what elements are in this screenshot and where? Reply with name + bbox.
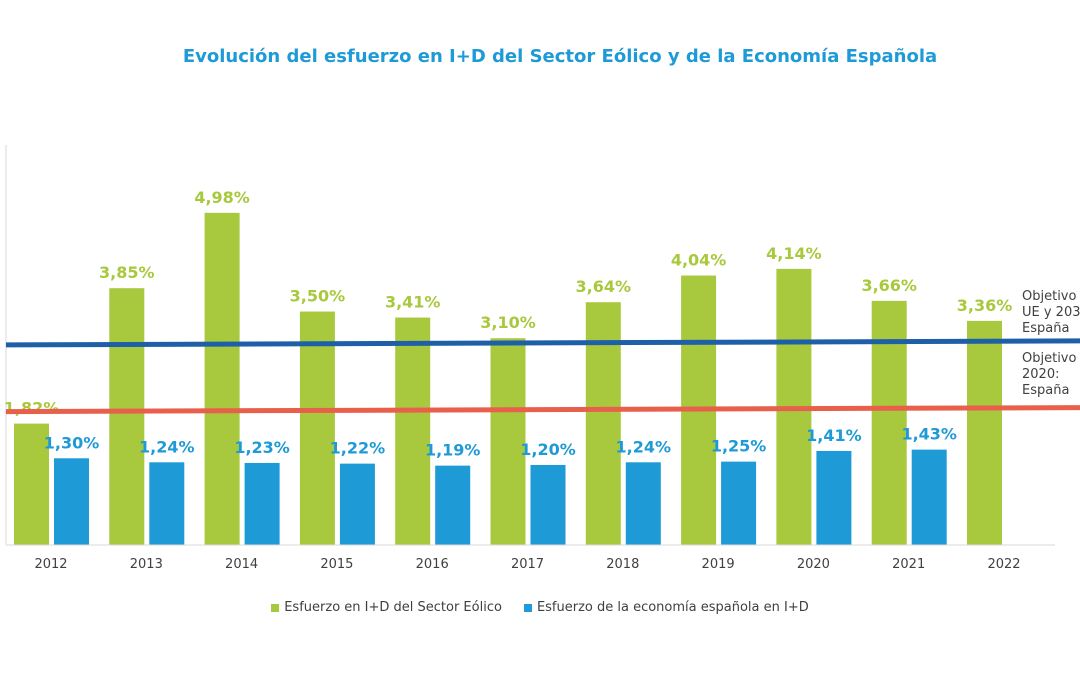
- data-label: 1,30%: [44, 433, 100, 452]
- data-label: 1,19%: [425, 441, 481, 460]
- reference-line-label: España: [1022, 383, 1069, 398]
- data-label: 4,98%: [194, 188, 250, 207]
- legend-label: Esfuerzo en I+D del Sector Eólico: [284, 600, 502, 615]
- bar-economy: [435, 465, 471, 545]
- bar-economy: [816, 450, 852, 545]
- chart-title: Evolución del esfuerzo en I+D del Sector…: [182, 46, 938, 67]
- data-label: 3,41%: [385, 293, 441, 312]
- data-label: 1,25%: [711, 437, 767, 456]
- data-label: 1,43%: [901, 425, 957, 444]
- bar-wind: [204, 212, 240, 546]
- data-label: 3,85%: [99, 263, 155, 282]
- legend: Esfuerzo en I+D del Sector Eólico Esfuer…: [0, 600, 1080, 615]
- bar-economy: [721, 461, 757, 545]
- x-tick-label: 2019: [702, 557, 735, 572]
- reference-line-label: Objetivo: [1022, 351, 1076, 366]
- bar-wind: [395, 317, 431, 545]
- reference-line-label: España: [1022, 321, 1069, 336]
- legend-swatch-green: [271, 603, 280, 612]
- legend-item-economy: Esfuerzo de la economía española en I+D: [523, 600, 809, 615]
- data-label: 3,64%: [576, 277, 632, 296]
- x-tick-label: 2014: [225, 557, 258, 572]
- bar-economy: [54, 458, 89, 545]
- data-label: 1,23%: [234, 438, 290, 457]
- legend-swatch-blue: [523, 603, 532, 612]
- data-label: 1,24%: [616, 437, 672, 456]
- data-label: 3,36%: [957, 296, 1013, 315]
- x-tick-label: 2020: [797, 557, 830, 572]
- data-label: 4,14%: [766, 244, 822, 263]
- bar-wind: [585, 302, 621, 545]
- bar-economy: [149, 462, 185, 545]
- bar-wind: [299, 311, 335, 545]
- x-tick-label: 2015: [320, 557, 353, 572]
- data-label: 3,10%: [480, 313, 536, 332]
- x-tick-label: 2012: [34, 557, 67, 572]
- x-tick-label: 2021: [892, 557, 925, 572]
- x-tick-label: 2016: [416, 557, 449, 572]
- reference-line-label: UE y 203: [1022, 305, 1080, 320]
- bar-economy: [339, 463, 375, 545]
- data-label: 1,82%: [4, 399, 60, 418]
- data-label: 1,22%: [330, 439, 386, 458]
- reference-line-label: Objetivo: [1022, 289, 1076, 304]
- bar-wind: [871, 300, 907, 545]
- legend-label: Esfuerzo de la economía española en I+D: [536, 600, 809, 615]
- x-tick-label: 2017: [511, 557, 544, 572]
- reference-line-label: 2020:: [1022, 367, 1059, 382]
- bar-wind: [14, 423, 49, 545]
- data-label: 1,41%: [806, 426, 862, 445]
- x-tick-label: 2022: [987, 557, 1020, 572]
- x-tick-label: 2013: [130, 557, 163, 572]
- x-tick-label: 2018: [606, 557, 639, 572]
- legend-item-wind: Esfuerzo en I+D del Sector Eólico: [271, 600, 502, 615]
- reference-line: [5, 338, 1080, 348]
- bar-wind: [109, 288, 145, 545]
- bar-economy: [244, 462, 280, 545]
- data-label: 3,66%: [861, 276, 917, 295]
- bar-economy: [625, 462, 661, 545]
- bar-economy: [530, 464, 566, 545]
- reference-line: [5, 405, 1080, 415]
- data-label: 3,50%: [290, 287, 346, 306]
- bar-economy: [911, 449, 947, 545]
- data-label: 1,20%: [520, 440, 576, 459]
- bar-wind: [490, 338, 526, 545]
- bar-wind: [967, 320, 1002, 545]
- data-label: 1,24%: [139, 437, 195, 456]
- data-label: 4,04%: [671, 251, 727, 270]
